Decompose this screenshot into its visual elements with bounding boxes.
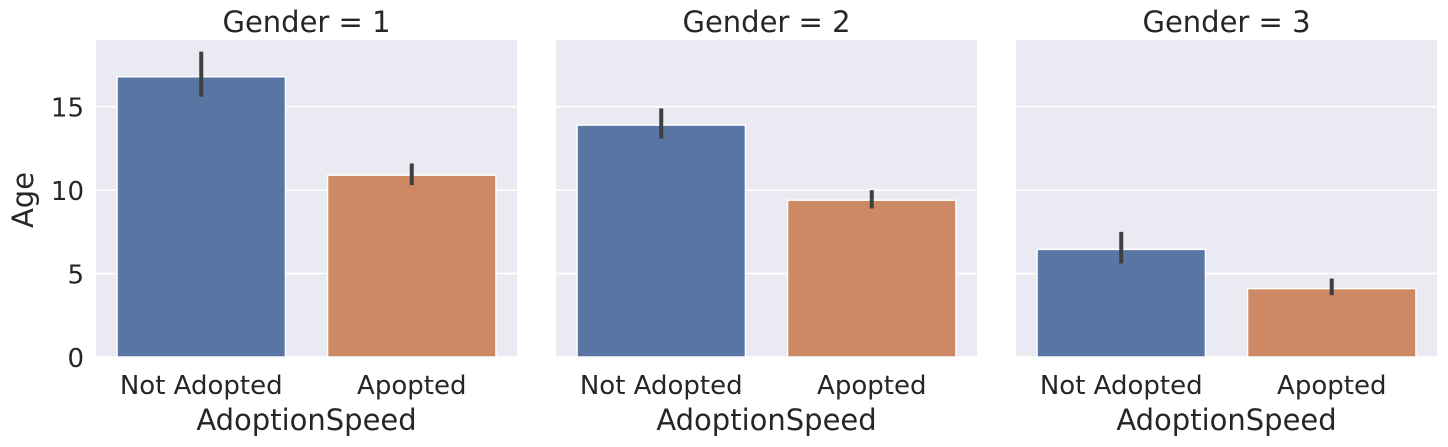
y-tick-label: 10: [51, 177, 84, 207]
y-axis-label: Age: [6, 172, 40, 228]
facet-title: Gender = 3: [1142, 5, 1310, 39]
x-axis-label: AdoptionSpeed: [656, 403, 876, 437]
bar: [1036, 248, 1207, 358]
facet-title: Gender = 1: [222, 5, 390, 39]
facet-panel-2: Gender = 2 Not Adopted ApoptedAdoptionSpee…: [556, 5, 977, 437]
x-axis-label: AdoptionSpeed: [196, 403, 416, 437]
bar: [116, 75, 287, 358]
bar: [1246, 287, 1417, 358]
x-tick-label: Apopted: [357, 371, 466, 401]
facet-panel-3: Gender = 3 Not Adopted ApoptedAdoptionSpee…: [1016, 5, 1437, 437]
x-axis-label: AdoptionSpeed: [1116, 403, 1336, 437]
facet-panel-1: Gender = 1 Not Adopted ApoptedAdoptionSpee…: [96, 5, 517, 437]
bar: [326, 174, 497, 358]
x-tick-label: Not Adopted: [580, 371, 743, 401]
y-tick-label: 15: [51, 94, 84, 124]
x-tick-label: Apopted: [1277, 371, 1386, 401]
facet-title: Gender = 2: [682, 5, 850, 39]
x-tick-label: Apopted: [817, 371, 926, 401]
bar: [786, 199, 957, 358]
y-tick-label: 5: [67, 261, 84, 291]
x-tick-label: Not Adopted: [120, 371, 283, 401]
y-tick-label: 0: [67, 344, 84, 374]
x-tick-label: Not Adopted: [1040, 371, 1203, 401]
bar: [576, 124, 747, 358]
